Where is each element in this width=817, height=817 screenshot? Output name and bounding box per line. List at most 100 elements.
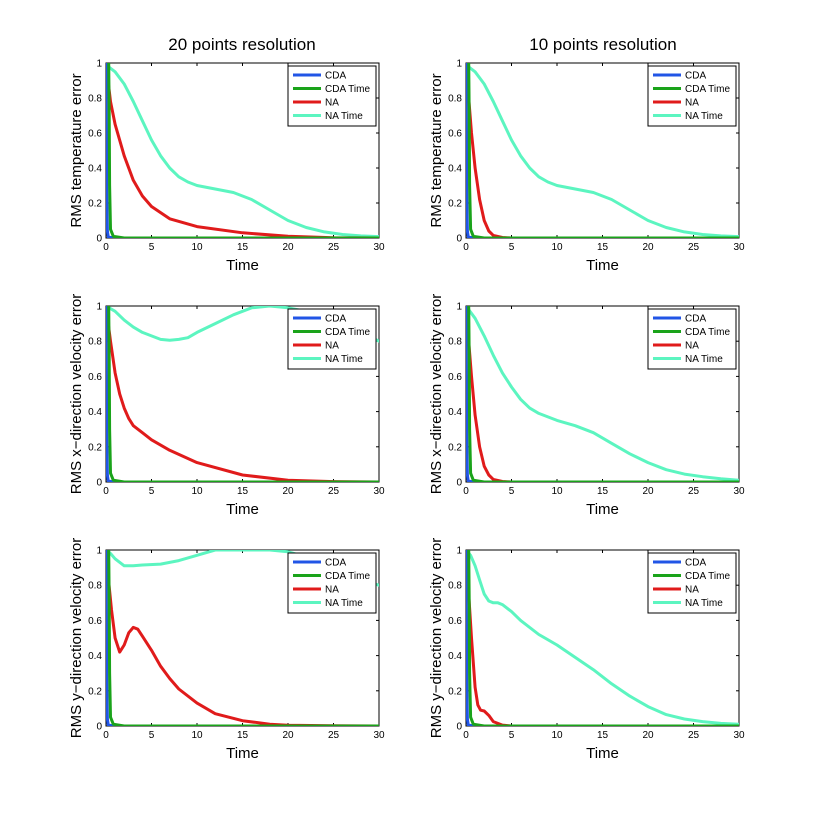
x-tick-label: 25 [688, 730, 700, 741]
y-tick-label: 0.8 [88, 581, 102, 592]
legend-entry: CDA [325, 558, 346, 569]
x-tick-label: 30 [373, 242, 385, 253]
x-tick-label: 25 [328, 730, 340, 741]
x-tick-label: 15 [237, 486, 249, 497]
legend-entry: CDA [685, 314, 706, 325]
subplot-yvel-20: 0 5 10 15 20 25 30 0 0.2 0.4 0.6 0.8 1 Time RMS y−dire… [68, 538, 385, 762]
x-tick-label: 15 [237, 242, 249, 253]
legend-entry: NA Time [685, 111, 723, 122]
y-tick-label: 0 [456, 722, 462, 733]
y-tick-label: 0.8 [448, 581, 462, 592]
column-title-right: 10 points resolution [529, 35, 676, 54]
x-tick-label: 5 [149, 730, 155, 741]
y-tick-label: 0.6 [448, 372, 462, 383]
x-tick-label: 10 [551, 730, 563, 741]
x-tick-label: 25 [328, 486, 340, 497]
x-tick-label: 0 [463, 486, 469, 497]
legend: CDA CDA Time NA NA Time [287, 65, 377, 127]
subplot-temp-20: 0 5 10 15 20 25 30 0 0.2 0.4 0.6 0.8 1 Time RMS temper… [68, 59, 385, 275]
legend-entry: NA [325, 98, 339, 109]
y-tick-label: 0 [96, 234, 102, 245]
series-line-cda-time [107, 306, 379, 482]
legend-entry: NA [685, 341, 699, 352]
x-axis-label: Time [586, 745, 619, 762]
x-tick-label: 15 [597, 486, 609, 497]
legend-entry: NA Time [325, 354, 363, 365]
y-axis-label: RMS y−direction velocity error [428, 538, 445, 738]
y-axis-label: RMS temperature error [428, 73, 445, 227]
legend: CDA CDA Time NA NA Time [647, 308, 737, 370]
y-tick-label: 0.4 [88, 164, 102, 175]
x-tick-label: 15 [597, 242, 609, 253]
y-tick-label: 0.6 [448, 129, 462, 140]
legend-entry: NA Time [325, 598, 363, 609]
x-axis-label: Time [586, 501, 619, 518]
legend-entry: NA [685, 98, 699, 109]
y-tick-label: 0.6 [448, 616, 462, 627]
y-tick-label: 0.8 [448, 94, 462, 105]
x-tick-label: 25 [688, 486, 700, 497]
series-line-na [106, 306, 379, 482]
legend-entry: CDA Time [685, 84, 730, 95]
y-tick-label: 1 [456, 546, 462, 557]
series-line-cda [466, 63, 739, 238]
y-tick-label: 0.8 [448, 337, 462, 348]
legend-entry: NA [685, 585, 699, 596]
subplot-grid: 0 5 10 15 20 25 30 0 0.2 0.4 0.6 0.8 1 Time RMS temper… [68, 59, 745, 763]
x-tick-label: 20 [642, 730, 654, 741]
series-line-cda [106, 306, 379, 482]
legend-entry: CDA Time [325, 571, 370, 582]
y-tick-label: 0.4 [448, 164, 462, 175]
legend-entry: NA [325, 585, 339, 596]
subplot-temp-10: 0 5 10 15 20 25 30 0 0.2 0.4 0.6 0.8 1 Time RMS temper… [428, 59, 745, 275]
legend-entry: CDA [325, 71, 346, 82]
x-tick-label: 10 [551, 486, 563, 497]
x-tick-label: 0 [103, 486, 109, 497]
y-axis-label: RMS y−direction velocity error [68, 538, 85, 738]
series-line-cda-time [467, 306, 739, 482]
legend-entry: NA Time [685, 354, 723, 365]
x-tick-label: 30 [733, 242, 745, 253]
y-tick-label: 0.2 [88, 442, 102, 453]
x-tick-label: 0 [103, 730, 109, 741]
series-line-na-time [466, 550, 739, 726]
y-tick-label: 0.2 [88, 199, 102, 210]
legend-entry: NA Time [325, 111, 363, 122]
series-line-cda [106, 63, 379, 238]
x-tick-label: 20 [282, 486, 294, 497]
legend-entry: CDA Time [325, 84, 370, 95]
x-tick-label: 0 [463, 730, 469, 741]
series-line-na [106, 550, 379, 726]
y-tick-label: 0.8 [88, 94, 102, 105]
legend-entry: NA Time [685, 598, 723, 609]
x-tick-label: 15 [597, 730, 609, 741]
x-tick-label: 0 [103, 242, 109, 253]
subplot-yvel-10: 0 5 10 15 20 25 30 0 0.2 0.4 0.6 0.8 1 Time RMS y−dire… [428, 538, 745, 762]
x-tick-label: 5 [149, 242, 155, 253]
series-line-cda-time [107, 63, 379, 238]
x-tick-label: 30 [373, 730, 385, 741]
y-tick-label: 0.4 [448, 651, 462, 662]
legend-entry: NA [325, 341, 339, 352]
y-tick-label: 0.6 [88, 616, 102, 627]
series-line-na-time [466, 63, 739, 238]
legend: CDA CDA Time NA NA Time [647, 552, 737, 614]
x-tick-label: 20 [282, 730, 294, 741]
y-tick-label: 0.4 [88, 407, 102, 418]
y-tick-label: 0.4 [88, 651, 102, 662]
y-axis-label: RMS x−direction velocity error [68, 294, 85, 494]
legend-entry: CDA [325, 314, 346, 325]
y-tick-label: 0.6 [88, 129, 102, 140]
series-line-cda-time [467, 550, 739, 726]
x-tick-label: 0 [463, 242, 469, 253]
series-line-cda [106, 550, 379, 726]
series-line-na [106, 63, 379, 238]
y-tick-label: 0 [96, 722, 102, 733]
y-tick-label: 0.4 [448, 407, 462, 418]
subplot-xvel-10: 0 5 10 15 20 25 30 0 0.2 0.4 0.6 0.8 1 Time RMS x−dire… [428, 294, 745, 518]
legend-entry: CDA Time [685, 327, 730, 338]
x-tick-label: 30 [733, 486, 745, 497]
x-tick-label: 5 [509, 242, 515, 253]
column-title-left: 20 points resolution [168, 35, 315, 54]
legend-entry: CDA Time [325, 327, 370, 338]
